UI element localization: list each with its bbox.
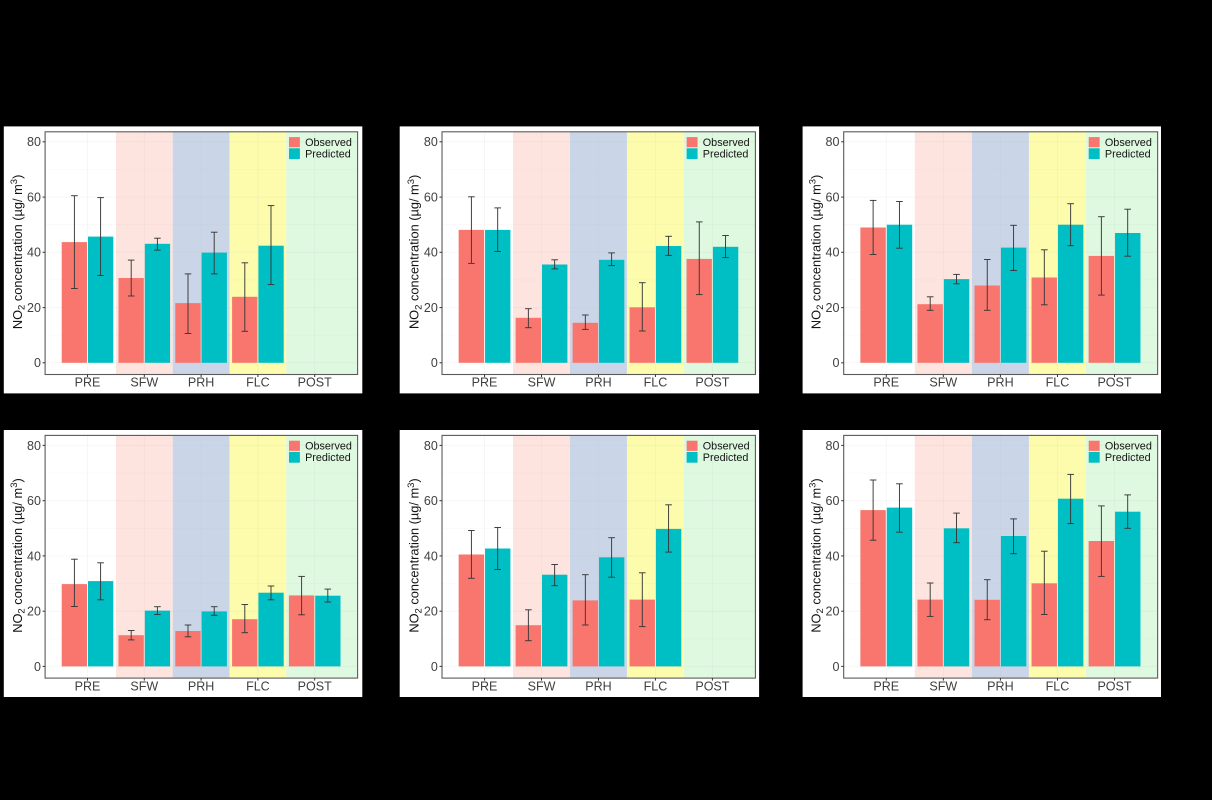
svg-text:SFW: SFW (130, 679, 158, 693)
svg-text:SFW: SFW (528, 679, 556, 693)
svg-text:80: 80 (424, 135, 438, 149)
svg-text:60: 60 (826, 494, 840, 508)
svg-text:60: 60 (424, 494, 438, 508)
svg-text:80: 80 (27, 135, 41, 149)
svg-text:Observed: Observed (703, 441, 750, 453)
svg-text:NO2 concentration (µg/ m3): NO2 concentration (µg/ m3) (807, 478, 825, 632)
svg-text:POST: POST (1097, 376, 1132, 390)
svg-text:FLC: FLC (1046, 679, 1070, 693)
svg-text:POST: POST (298, 679, 332, 693)
svg-text:0: 0 (34, 660, 41, 674)
svg-text:20: 20 (424, 605, 438, 619)
svg-text:Observed: Observed (305, 137, 352, 149)
svg-text:40: 40 (826, 549, 840, 563)
svg-text:FLC: FLC (644, 679, 668, 693)
svg-text:FLC: FLC (246, 679, 270, 693)
svg-text:40: 40 (27, 246, 41, 260)
svg-text:PRH: PRH (585, 679, 611, 693)
svg-text:Predicted: Predicted (305, 148, 351, 160)
svg-text:40: 40 (27, 549, 41, 563)
svg-text:PRH: PRH (188, 376, 214, 390)
svg-text:PRH: PRH (987, 679, 1013, 693)
svg-text:POST: POST (298, 376, 332, 390)
svg-text:Predicted: Predicted (1105, 452, 1151, 464)
svg-text:40: 40 (424, 246, 438, 260)
svg-text:0: 0 (34, 356, 41, 370)
svg-text:Predicted: Predicted (703, 452, 749, 464)
svg-text:0: 0 (431, 660, 438, 674)
svg-text:FLC: FLC (644, 376, 668, 390)
svg-text:PRE: PRE (472, 376, 498, 390)
svg-text:POST: POST (1097, 679, 1132, 693)
svg-text:SFW: SFW (130, 376, 158, 390)
svg-text:POST: POST (695, 376, 729, 390)
svg-text:Predicted: Predicted (703, 148, 749, 160)
svg-text:0: 0 (832, 660, 839, 674)
svg-text:60: 60 (27, 191, 41, 205)
svg-text:PRH: PRH (987, 376, 1013, 390)
svg-text:80: 80 (424, 439, 438, 453)
svg-text:Predicted: Predicted (1105, 148, 1151, 160)
svg-text:80: 80 (826, 135, 840, 149)
svg-text:FLC: FLC (246, 376, 270, 390)
svg-text:Observed: Observed (1105, 137, 1152, 149)
svg-text:NO2 concentration (µg/ m3): NO2 concentration (µg/ m3) (9, 175, 27, 330)
svg-text:40: 40 (826, 246, 840, 260)
svg-text:20: 20 (826, 605, 840, 619)
svg-text:SFW: SFW (929, 679, 957, 693)
svg-text:PRH: PRH (188, 679, 214, 693)
svg-text:Predicted: Predicted (305, 452, 351, 464)
svg-text:60: 60 (424, 191, 438, 205)
svg-text:60: 60 (27, 494, 41, 508)
svg-text:PRE: PRE (873, 679, 899, 693)
svg-text:Observed: Observed (1105, 441, 1152, 453)
svg-text:PRE: PRE (75, 679, 101, 693)
svg-text:NO2 concentration (µg/ m3): NO2 concentration (µg/ m3) (807, 175, 825, 329)
svg-text:Observed: Observed (703, 137, 750, 149)
svg-text:20: 20 (27, 301, 41, 315)
svg-text:80: 80 (27, 439, 41, 453)
svg-text:20: 20 (27, 605, 41, 619)
svg-text:POST: POST (695, 679, 729, 693)
svg-text:0: 0 (431, 356, 438, 370)
svg-text:SFW: SFW (528, 376, 556, 390)
svg-text:60: 60 (826, 191, 840, 205)
svg-text:PRE: PRE (75, 376, 101, 390)
svg-text:20: 20 (424, 301, 438, 315)
svg-text:PRE: PRE (873, 376, 899, 390)
svg-text:20: 20 (826, 301, 840, 315)
svg-text:FLC: FLC (1046, 376, 1070, 390)
svg-text:0: 0 (832, 356, 839, 370)
svg-text:NO2 concentration (µg/ m3): NO2 concentration (µg/ m3) (9, 478, 27, 633)
svg-text:NO2 concentration (µg/ m3): NO2 concentration (µg/ m3) (406, 478, 424, 632)
svg-text:SFW: SFW (929, 376, 957, 390)
svg-text:Observed: Observed (305, 441, 352, 453)
svg-text:PRH: PRH (585, 376, 611, 390)
svg-text:80: 80 (826, 439, 840, 453)
svg-text:40: 40 (424, 549, 438, 563)
svg-text:PRE: PRE (472, 679, 498, 693)
svg-text:NO2 concentration (µg/ m3): NO2 concentration (µg/ m3) (406, 175, 424, 329)
